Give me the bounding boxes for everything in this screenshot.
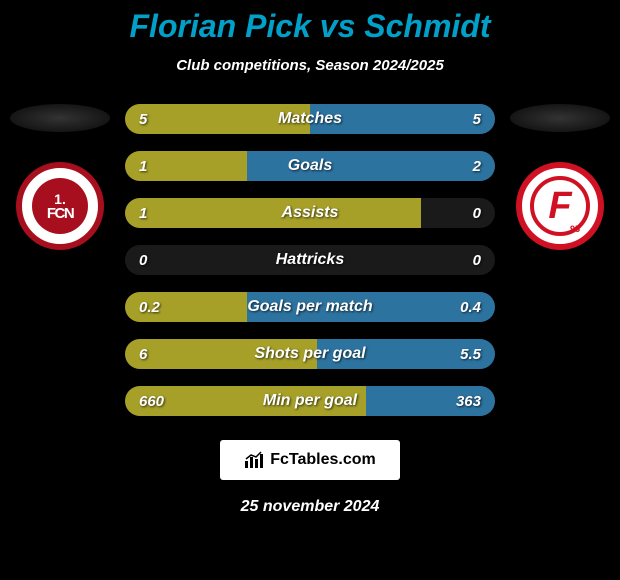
stat-row: 660Min per goal363 — [125, 386, 495, 416]
stat-value-right: 0 — [411, 252, 481, 269]
stat-label: Hattricks — [209, 251, 411, 269]
player-silhouette-left — [10, 104, 110, 132]
stat-row: 0.2Goals per match0.4 — [125, 292, 495, 322]
page-subtitle: Club competitions, Season 2024/2025 — [176, 57, 444, 74]
club-badge-right: F 95 — [516, 162, 604, 250]
chart-icon — [244, 451, 264, 469]
stat-value-left: 5 — [139, 111, 209, 128]
stat-value-left: 1 — [139, 158, 209, 175]
watermark-text: FcTables.com — [270, 451, 376, 469]
stats-column: 5Matches51Goals21Assists00Hattricks00.2G… — [125, 104, 495, 416]
badge-right-num: 95 — [570, 224, 580, 234]
stat-label: Min per goal — [209, 392, 411, 410]
page-title: Florian Pick vs Schmidt — [130, 8, 491, 45]
date-label: 25 november 2024 — [241, 498, 380, 516]
stat-label: Assists — [209, 204, 411, 222]
stat-row: 6Shots per goal5.5 — [125, 339, 495, 369]
stat-label: Shots per goal — [209, 345, 411, 363]
badge-left-text-bottom: FCN — [47, 206, 73, 221]
stat-value-left: 0 — [139, 252, 209, 269]
stat-value-left: 6 — [139, 346, 209, 363]
left-side: 1. FCN — [5, 104, 115, 250]
stat-value-right: 2 — [411, 158, 481, 175]
stat-row: 1Goals2 — [125, 151, 495, 181]
badge-left-text-top: 1. — [54, 192, 66, 206]
stat-value-right: 0.4 — [411, 299, 481, 316]
stat-value-left: 1 — [139, 205, 209, 222]
main-area: 1. FCN 5Matches51Goals21Assists00Hattric… — [0, 104, 620, 416]
stat-row: 0Hattricks0 — [125, 245, 495, 275]
club-badge-right-inner: F 95 — [530, 176, 590, 236]
stat-value-right: 363 — [411, 393, 481, 410]
stat-value-right: 5.5 — [411, 346, 481, 363]
stat-label: Matches — [209, 110, 411, 128]
stat-row: 5Matches5 — [125, 104, 495, 134]
comparison-infographic: Florian Pick vs Schmidt Club competition… — [0, 0, 620, 580]
club-badge-left: 1. FCN — [16, 162, 104, 250]
stat-value-right: 0 — [411, 205, 481, 222]
stat-label: Goals per match — [209, 298, 411, 316]
right-side: F 95 — [505, 104, 615, 250]
stat-value-left: 660 — [139, 393, 209, 410]
badge-right-letter: F — [548, 187, 571, 225]
player-silhouette-right — [510, 104, 610, 132]
stat-label: Goals — [209, 157, 411, 175]
club-badge-left-inner: 1. FCN — [32, 178, 88, 234]
watermark: FcTables.com — [220, 440, 400, 480]
stat-row: 1Assists0 — [125, 198, 495, 228]
stat-value-right: 5 — [411, 111, 481, 128]
stat-value-left: 0.2 — [139, 299, 209, 316]
